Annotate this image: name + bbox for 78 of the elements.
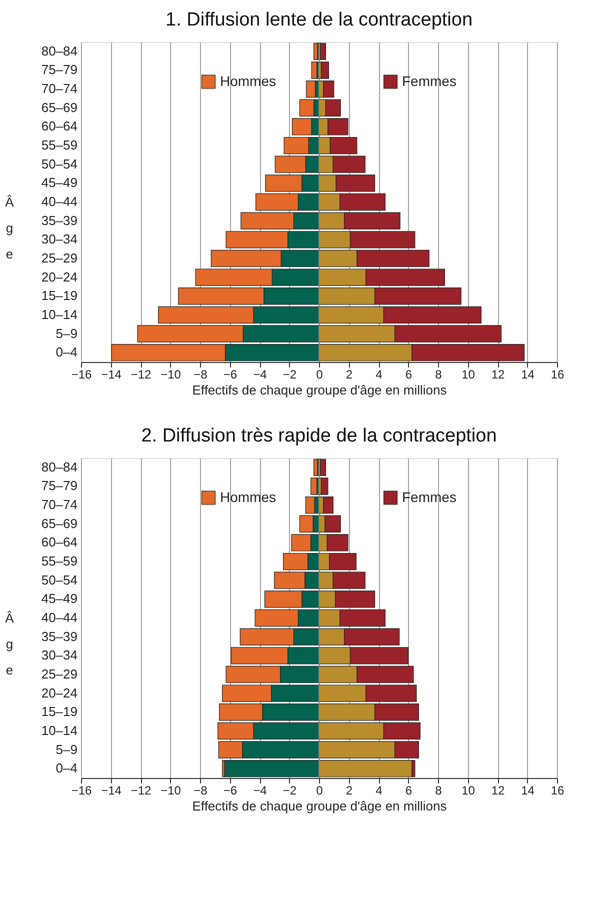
y-tick-label: 0–4 [56,344,78,360]
y-tick-label: 45–49 [41,591,78,606]
x-tick-label: −8 [194,368,208,382]
x-axis-title: Effectifs de chaque groupe d'âge en millions [192,798,448,814]
x-tick-label: 10 [462,368,476,382]
y-tick-label: 40–44 [41,610,78,625]
y-tick-label: 40–44 [41,194,78,209]
y-tick-label: 60–64 [41,534,78,550]
y-tick-label: 65–69 [41,100,78,115]
x-tick-label: 6 [405,368,412,382]
x-tick-label: −2 [282,784,297,798]
y-tick-label: 0–4 [56,760,78,776]
y-tick-label: 30–34 [41,648,78,663]
y-tick-label: 45–49 [41,175,78,190]
y-tick-label: 70–74 [41,497,78,512]
x-tick-label: 16 [550,368,564,382]
legend-label: Femmes [402,488,456,505]
x-tick-label: 6 [405,784,412,798]
x-tick-label: −16 [71,784,92,798]
x-tick-label: −10 [160,784,182,798]
y-tick-label: 10–14 [41,306,78,322]
y-tick-label: 25–29 [41,666,78,682]
y-tick-label: 20–24 [41,685,78,700]
x-tick-label: −4 [253,784,268,798]
legend-label: Hommes [220,72,276,89]
y-tick-label: 55–59 [41,138,78,153]
y-tick-label: 15–19 [41,704,78,720]
x-tick-label: 2 [346,368,353,382]
y-tick-label: 20–24 [41,269,78,284]
y-tick-label: 75–79 [41,478,78,494]
y-tick-label: 65–69 [41,516,78,531]
y-tick-label: 30–34 [41,232,78,247]
x-axis-title: Effectifs de chaque groupe d'âge en millions [192,382,448,398]
x-tick-label: −12 [130,784,152,798]
x-tick-label: 12 [491,784,505,798]
x-tick-label: 8 [435,368,442,382]
x-tick-label: −4 [253,368,268,382]
x-tick-label: −10 [160,368,182,382]
y-tick-label: 80–84 [41,43,78,58]
x-tick-label: 0 [316,368,324,382]
x-tick-label: 2 [346,784,353,798]
y-tick-label: 35–39 [41,212,78,228]
y-tick-label: 15–19 [41,288,78,304]
legend-label: Hommes [220,488,276,505]
x-tick-label: −16 [71,368,92,382]
x-tick-label: −12 [130,368,152,382]
x-tick-label: 14 [521,368,535,382]
y-tick-label: 25–29 [41,250,78,266]
y-tick-label: 55–59 [41,554,78,569]
y-tick-label: 80–84 [41,459,78,474]
y-tick-label: 70–74 [41,81,78,96]
y-axis-title: Âge [5,610,14,678]
chart-title: 1. Diffusion lente de la contraception [165,10,473,31]
y-tick-label: 10–14 [41,722,78,738]
x-tick-label: 4 [376,784,383,798]
x-tick-label: −6 [223,368,238,382]
x-tick-label: 16 [550,784,564,798]
y-tick-label: 50–54 [41,572,78,588]
y-tick-label: 5–9 [56,742,78,757]
x-tick-label: −2 [282,368,297,382]
x-tick-label: 4 [376,368,383,382]
x-tick-label: −14 [101,368,122,382]
legend-label: Femmes [402,72,456,89]
y-tick-label: 5–9 [56,326,78,341]
y-axis-title: Âge [5,194,14,262]
x-tick-label: 0 [316,784,324,798]
x-tick-label: 14 [521,784,535,798]
x-tick-label: −6 [223,784,238,798]
x-tick-label: −8 [194,784,208,798]
x-tick-label: 8 [435,784,442,798]
y-tick-label: 50–54 [41,156,78,172]
x-tick-label: 10 [462,784,476,798]
y-tick-label: 60–64 [41,118,78,134]
chart-title: 2. Diffusion très rapide de la contraception [141,426,497,447]
y-tick-label: 75–79 [41,62,78,78]
x-tick-label: −14 [101,784,122,798]
x-tick-label: 12 [491,368,505,382]
y-tick-label: 35–39 [41,628,78,644]
